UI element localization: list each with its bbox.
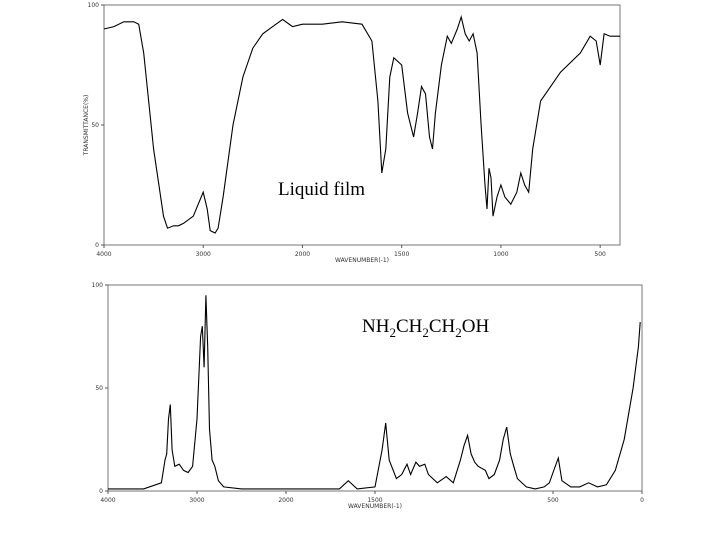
annotation-text: NH bbox=[362, 316, 390, 337]
x-tick-label: 3000 bbox=[196, 251, 211, 258]
y-tick-label: 100 bbox=[88, 2, 100, 9]
x-tick-label: 500 bbox=[594, 251, 606, 258]
y-tick-label: 100 bbox=[92, 282, 104, 289]
subscript: 2 bbox=[455, 325, 462, 340]
x-tick-label: 4000 bbox=[100, 497, 115, 504]
y-tick-label: 50 bbox=[95, 385, 103, 392]
annotation-text: CH bbox=[429, 316, 456, 337]
x-tick-label: 3000 bbox=[189, 497, 204, 504]
subscript: 2 bbox=[422, 325, 429, 340]
annotation-text: CH bbox=[396, 316, 423, 337]
x-axis-label: WAVENUMBER(-1) bbox=[335, 257, 389, 264]
x-tick-label: 2000 bbox=[295, 251, 310, 258]
y-tick-label: 50 bbox=[91, 122, 99, 129]
annotation-text: Liquid film bbox=[278, 179, 365, 200]
y-axis-label: TRANSMITTANCE(%) bbox=[83, 95, 90, 157]
y-tick-label: 0 bbox=[99, 488, 103, 495]
spectrum-line bbox=[103, 14, 620, 234]
y-tick-label: 0 bbox=[95, 242, 99, 249]
x-tick-label: 2000 bbox=[278, 497, 293, 504]
x-tick-label: 1000 bbox=[493, 251, 508, 258]
x-tick-label: 0 bbox=[640, 497, 644, 504]
annotation: Liquid film bbox=[278, 179, 365, 200]
plot-frame bbox=[103, 4, 621, 246]
spectrum-line bbox=[108, 295, 641, 490]
subscript: 2 bbox=[389, 325, 396, 340]
x-tick-label: 4000 bbox=[96, 251, 111, 258]
x-tick-label: 500 bbox=[547, 497, 559, 504]
annotation-text: OH bbox=[462, 316, 490, 337]
x-axis-label: WAVENUMBER(-1) bbox=[348, 503, 402, 510]
annotation: NH2CH2CH2OH bbox=[362, 316, 489, 340]
x-tick-label: 1500 bbox=[394, 251, 409, 258]
x-tick-label: 1500 bbox=[367, 497, 382, 504]
